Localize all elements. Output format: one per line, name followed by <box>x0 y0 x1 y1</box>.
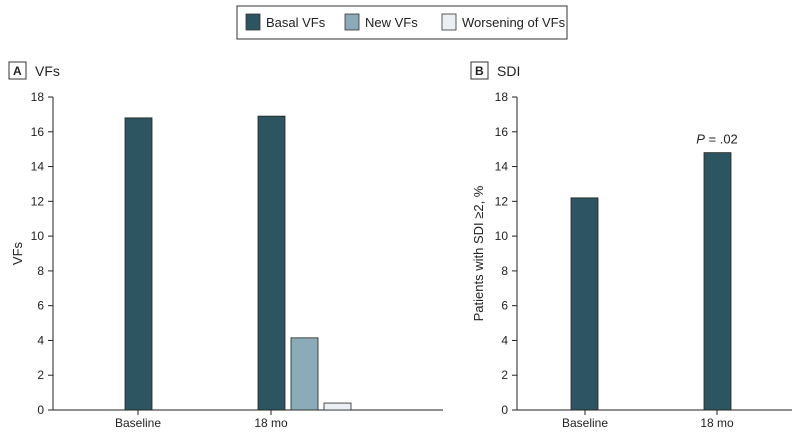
legend-swatch-basal <box>245 13 261 31</box>
y-tick-label: 2 <box>501 368 508 382</box>
x-tick-label: 18 mo <box>254 416 288 430</box>
panel-b-title: SDI <box>497 63 520 79</box>
legend-label-worsening: Worsening of VFs <box>462 15 566 30</box>
bar <box>257 115 286 411</box>
y-tick-label: 6 <box>37 299 44 313</box>
bar <box>323 402 352 411</box>
bar <box>703 152 732 411</box>
legend-item-worsening: Worsening of VFs <box>441 13 566 31</box>
y-tick-label: 18 <box>31 90 45 104</box>
bar <box>290 337 319 411</box>
legend-swatch-worsening <box>441 13 457 31</box>
y-tick-label: 6 <box>501 299 508 313</box>
y-axis-title: VFs <box>10 241 25 265</box>
y-tick-label: 8 <box>37 264 44 278</box>
y-tick-label: 4 <box>501 333 508 347</box>
x-tick-label: Baseline <box>115 416 161 430</box>
legend-item-new: New VFs <box>344 13 418 31</box>
x-tick-label: 18 mo <box>700 416 734 430</box>
legend: Basal VFs New VFs Worsening of VFs <box>236 5 568 40</box>
chart-a: 0 2 4 6 8 10 12 14 16 18 VFs Baseline 18 mo <box>10 90 443 430</box>
y-tick-label: 4 <box>37 333 44 347</box>
p-value-text: = .02 <box>705 132 738 147</box>
y-tick-label: 0 <box>501 403 508 417</box>
y-tick-label: 10 <box>31 229 45 243</box>
panel-b-header: B SDI <box>470 61 520 80</box>
y-tick-label: 16 <box>31 125 45 139</box>
y-tick-label: 8 <box>501 264 508 278</box>
y-tick-label: 14 <box>31 160 45 174</box>
bar <box>124 117 153 411</box>
y-tick-label: 12 <box>495 194 509 208</box>
panel-a-title: VFs <box>35 63 60 79</box>
y-tick-label: 2 <box>37 368 44 382</box>
y-tick-label: 14 <box>495 160 509 174</box>
legend-swatch-new <box>344 13 360 31</box>
panel-a-header: A VFs <box>8 61 60 80</box>
y-tick-label: 18 <box>495 90 509 104</box>
y-tick-label: 16 <box>495 125 509 139</box>
legend-label-new: New VFs <box>365 15 418 30</box>
legend-label-basal: Basal VFs <box>266 15 326 30</box>
panel-a-letter: A <box>13 64 22 78</box>
chart-b: 0 2 4 6 8 10 12 14 16 18 Patients with SDI ≥2, % Ba… <box>471 90 792 430</box>
y-tick-label: 12 <box>31 194 45 208</box>
x-tick-label: Baseline <box>562 416 608 430</box>
p-value-symbol: P <box>696 132 705 147</box>
bar <box>570 197 599 411</box>
legend-item-basal: Basal VFs <box>245 13 326 31</box>
y-tick-label: 0 <box>37 403 44 417</box>
panel-a-letter-box <box>8 61 27 80</box>
panel-b-letter: B <box>475 64 484 78</box>
y-axis-title: Patients with SDI ≥2, % <box>471 185 486 321</box>
panel-b-letter-box <box>470 61 489 80</box>
legend-frame <box>236 5 568 40</box>
p-value-annotation: P = .02 <box>696 132 738 147</box>
y-tick-label: 10 <box>495 229 509 243</box>
